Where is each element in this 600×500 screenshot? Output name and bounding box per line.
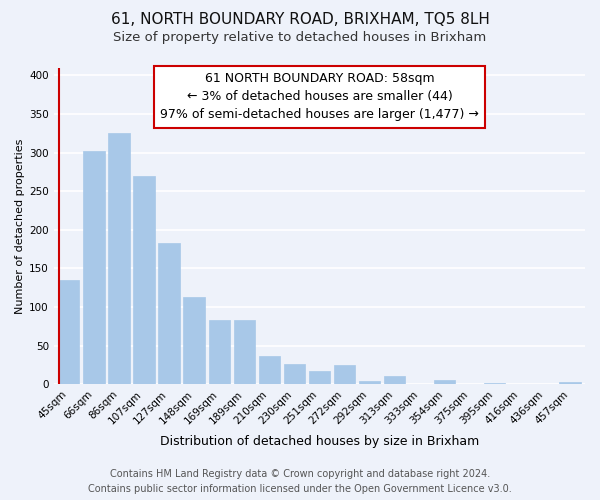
X-axis label: Distribution of detached houses by size in Brixham: Distribution of detached houses by size … (160, 434, 479, 448)
Bar (259, 356, 280, 384)
Bar (209, 320, 230, 384)
Text: Size of property relative to detached houses in Brixham: Size of property relative to detached ho… (113, 31, 487, 44)
Y-axis label: Number of detached properties: Number of detached properties (15, 138, 25, 314)
Bar (559, 382, 581, 384)
Bar (133, 176, 155, 384)
Bar (108, 133, 130, 384)
Bar (233, 320, 255, 384)
Bar (484, 383, 505, 384)
Bar (184, 297, 205, 384)
Bar (158, 243, 179, 384)
Text: 61, NORTH BOUNDARY ROAD, BRIXHAM, TQ5 8LH: 61, NORTH BOUNDARY ROAD, BRIXHAM, TQ5 8L… (110, 12, 490, 28)
Bar (334, 365, 355, 384)
Bar (83, 151, 104, 384)
Bar (434, 380, 455, 384)
Bar (359, 380, 380, 384)
Text: 61 NORTH BOUNDARY ROAD: 58sqm
← 3% of detached houses are smaller (44)
97% of se: 61 NORTH BOUNDARY ROAD: 58sqm ← 3% of de… (160, 72, 479, 122)
Bar (284, 364, 305, 384)
Bar (384, 376, 405, 384)
Bar (309, 370, 330, 384)
Bar (58, 280, 79, 384)
Text: Contains HM Land Registry data © Crown copyright and database right 2024.
Contai: Contains HM Land Registry data © Crown c… (88, 469, 512, 494)
